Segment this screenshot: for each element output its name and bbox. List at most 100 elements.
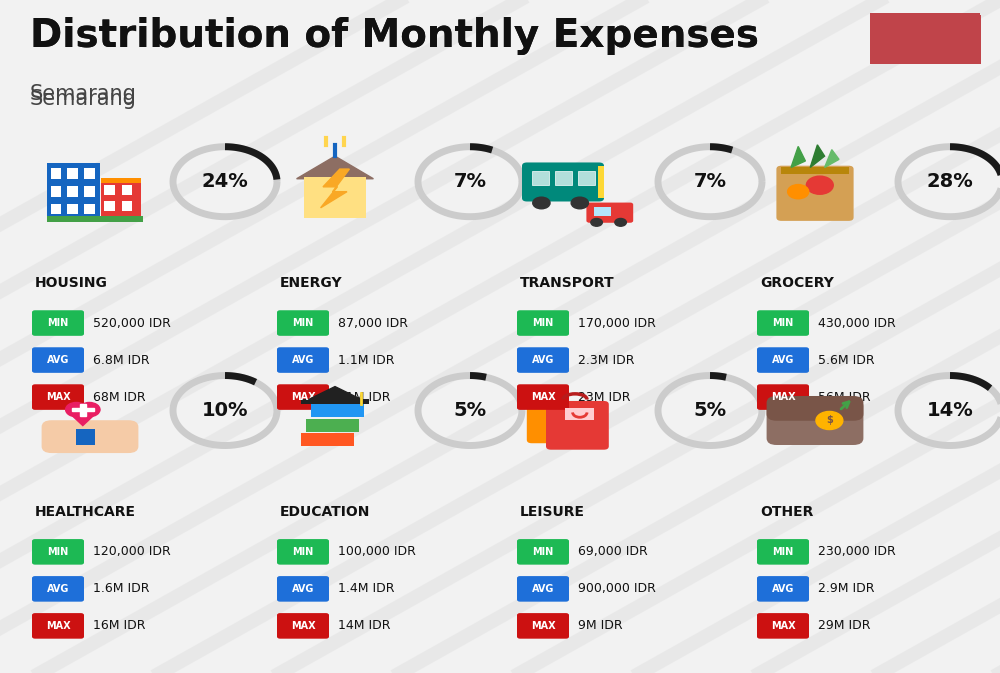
FancyBboxPatch shape [51,204,61,214]
Text: MIN: MIN [292,318,314,328]
Polygon shape [791,147,805,168]
FancyBboxPatch shape [532,171,549,185]
FancyBboxPatch shape [47,216,143,222]
Text: MAX: MAX [531,392,555,402]
FancyBboxPatch shape [32,539,84,565]
FancyBboxPatch shape [546,401,609,450]
FancyBboxPatch shape [304,177,366,217]
Text: 230,000 IDR: 230,000 IDR [818,545,896,559]
Text: MIN: MIN [47,318,69,328]
FancyBboxPatch shape [101,182,141,221]
Text: MIN: MIN [772,318,794,328]
Text: OTHER: OTHER [760,505,813,519]
FancyBboxPatch shape [104,201,115,211]
FancyBboxPatch shape [517,539,569,565]
FancyBboxPatch shape [517,310,569,336]
FancyBboxPatch shape [767,399,863,445]
Circle shape [533,197,550,209]
FancyBboxPatch shape [565,408,594,421]
Text: AVG: AVG [532,584,554,594]
Text: MIN: MIN [47,547,69,557]
FancyBboxPatch shape [67,204,78,214]
FancyBboxPatch shape [776,166,854,221]
Text: 520,000 IDR: 520,000 IDR [93,316,171,330]
FancyBboxPatch shape [277,310,329,336]
Text: Semarang: Semarang [30,84,137,104]
FancyBboxPatch shape [32,347,84,373]
FancyBboxPatch shape [301,400,369,404]
Circle shape [571,197,588,209]
Text: 9M IDR: 9M IDR [578,619,623,633]
Text: 69,000 IDR: 69,000 IDR [578,545,648,559]
FancyBboxPatch shape [122,185,132,195]
FancyBboxPatch shape [306,419,359,432]
Text: 7%: 7% [694,172,726,191]
Circle shape [79,402,100,417]
Text: EDUCATION: EDUCATION [280,505,370,519]
Text: ENERGY: ENERGY [280,276,343,290]
Text: 2.3M IDR: 2.3M IDR [578,353,635,367]
FancyBboxPatch shape [586,203,633,223]
Text: 68M IDR: 68M IDR [93,390,146,404]
Text: MAX: MAX [46,621,70,631]
FancyBboxPatch shape [594,207,611,216]
FancyBboxPatch shape [767,396,863,421]
Text: MAX: MAX [771,621,795,631]
FancyBboxPatch shape [757,613,809,639]
FancyBboxPatch shape [578,171,595,185]
Text: 28%: 28% [927,172,973,191]
Polygon shape [72,408,94,411]
Text: MAX: MAX [291,621,315,631]
FancyBboxPatch shape [51,168,61,179]
FancyBboxPatch shape [517,613,569,639]
Text: 16M IDR: 16M IDR [93,619,146,633]
Text: 7%: 7% [454,172,487,191]
Text: Semarang: Semarang [30,89,137,109]
Text: Distribution of Monthly Expenses: Distribution of Monthly Expenses [30,17,759,55]
FancyBboxPatch shape [517,347,569,373]
Polygon shape [297,156,373,179]
Text: 1.4M IDR: 1.4M IDR [338,582,394,596]
Text: Distribution of Monthly Expenses: Distribution of Monthly Expenses [30,17,759,55]
Text: 900,000 IDR: 900,000 IDR [578,582,656,596]
Text: 170,000 IDR: 170,000 IDR [578,316,656,330]
FancyBboxPatch shape [598,166,604,198]
Circle shape [788,184,809,199]
FancyBboxPatch shape [873,15,981,64]
Polygon shape [80,404,86,416]
FancyBboxPatch shape [517,576,569,602]
Polygon shape [825,149,839,168]
FancyBboxPatch shape [32,310,84,336]
Text: AVG: AVG [292,355,314,365]
Text: LEISURE: LEISURE [520,505,585,519]
Polygon shape [66,410,100,425]
FancyBboxPatch shape [757,384,809,410]
Text: $: $ [826,415,833,425]
Polygon shape [321,169,349,208]
Text: MIN: MIN [772,547,794,557]
Text: AVG: AVG [532,355,554,365]
Text: 6.8M IDR: 6.8M IDR [93,353,150,367]
FancyBboxPatch shape [277,539,329,565]
FancyBboxPatch shape [757,347,809,373]
FancyBboxPatch shape [781,168,849,174]
FancyBboxPatch shape [277,576,329,602]
Text: HOUSING: HOUSING [35,276,108,290]
FancyBboxPatch shape [104,185,115,195]
FancyBboxPatch shape [277,613,329,639]
FancyBboxPatch shape [301,433,354,446]
FancyBboxPatch shape [122,201,132,211]
FancyBboxPatch shape [47,163,100,221]
Circle shape [816,411,843,429]
Text: AVG: AVG [292,584,314,594]
Text: AVG: AVG [772,584,794,594]
FancyBboxPatch shape [32,384,84,410]
Text: HEALTHCARE: HEALTHCARE [35,505,136,519]
Text: GROCERY: GROCERY [760,276,834,290]
Text: MIN: MIN [532,547,554,557]
Circle shape [806,176,833,194]
Text: 23M IDR: 23M IDR [578,390,631,404]
Text: 5.6M IDR: 5.6M IDR [818,353,875,367]
FancyBboxPatch shape [517,384,569,410]
FancyBboxPatch shape [84,168,95,179]
